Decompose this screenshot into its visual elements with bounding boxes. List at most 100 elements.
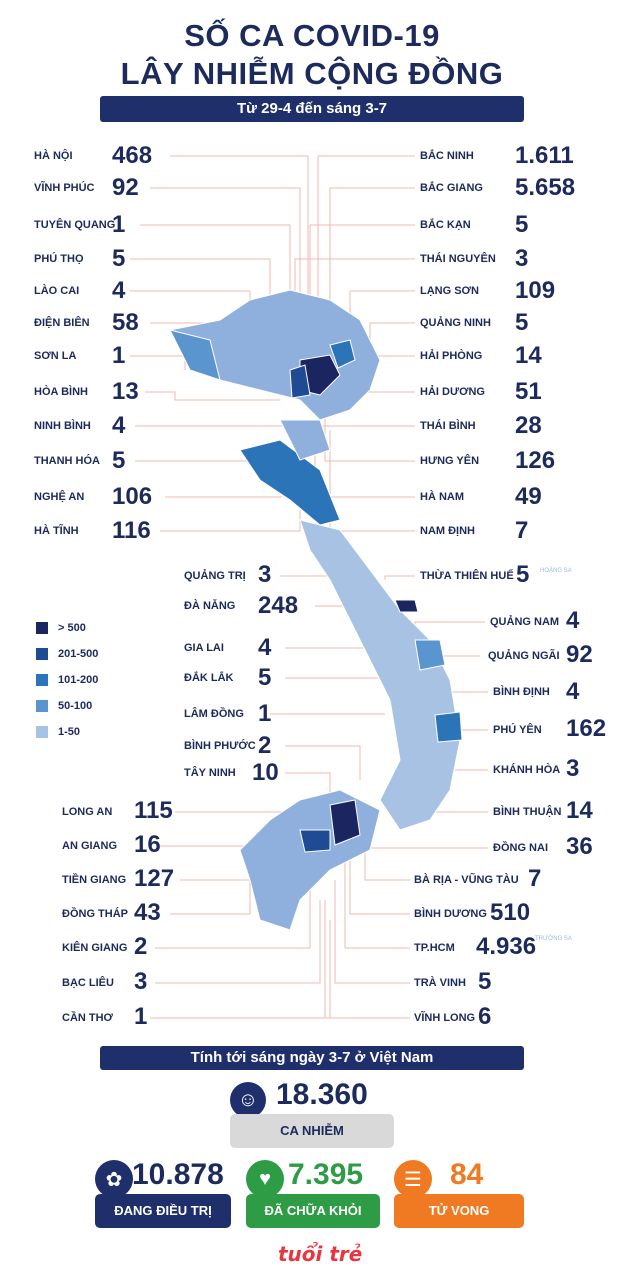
province-count: 43: [134, 899, 161, 926]
province-count: 1: [112, 211, 126, 238]
page-title-line2: LÂY NHIỄM CỘNG ĐỒNG: [120, 56, 504, 91]
province-count: 248: [258, 592, 299, 619]
total-cases-label: CA NHIỄM: [230, 1114, 394, 1148]
province-name: BÌNH ĐỊNH: [493, 686, 550, 698]
province-name: CẦN THƠ: [62, 1012, 113, 1024]
province-name: BÌNH PHƯỚC: [184, 740, 256, 752]
province-count: 5: [112, 447, 126, 474]
province-count: 510: [490, 899, 531, 926]
province-name: THANH HÓA: [34, 455, 100, 467]
province-name: LONG AN: [62, 806, 113, 818]
province-count: 109: [515, 277, 556, 304]
province-count: 92: [112, 174, 139, 201]
page-title-line1: SỐ CA COVID-19: [184, 18, 440, 53]
province-name: HẢI DƯƠNG: [420, 386, 485, 398]
province-name: LẠNG SƠN: [420, 285, 479, 297]
legend-swatch: [36, 648, 48, 660]
province-name: ĐẮK LẮK: [184, 672, 234, 684]
province-count: 4: [566, 607, 580, 634]
legend-swatch: [36, 700, 48, 712]
map-shapes: [169, 289, 463, 931]
province-count: 1: [134, 1003, 148, 1030]
province-name: THỪA THIÊN HUẾ: [420, 570, 514, 582]
province-name: QUẢNG NAM: [490, 616, 560, 628]
heart-icon: ♥: [246, 1160, 284, 1198]
province-name: QUẢNG NINH: [420, 317, 491, 329]
province-count: 4.936: [476, 933, 537, 960]
legend-label: 201-500: [58, 648, 99, 660]
province-name: ĐIỆN BIÊN: [34, 317, 90, 329]
province-count: 4: [112, 277, 126, 304]
province-name: ĐỒNG THÁP: [62, 908, 128, 920]
province-count: 106: [112, 483, 153, 510]
province-name: BẮC KẠN: [420, 219, 471, 231]
province-count: 1: [258, 700, 272, 727]
province-name: HÀ TĨNH: [34, 525, 79, 537]
legend-label: 50-100: [58, 700, 93, 712]
province-count: 92: [566, 641, 593, 668]
province-count: 127: [134, 865, 175, 892]
province-name: HÀ NAM: [420, 491, 464, 503]
province-name: THÁI NGUYÊN: [420, 253, 496, 265]
province-count: 4: [112, 412, 126, 439]
bed-icon: ☰: [394, 1160, 432, 1198]
province-name: BẮC NINH: [420, 150, 474, 162]
province-count: 7: [515, 517, 529, 544]
province-count: 162: [566, 715, 607, 742]
province-name: LÂM ĐỒNG: [184, 708, 244, 720]
vietnam-map: HOÀNG SA TRƯỜNG SA: [130, 155, 572, 1019]
province-count: 5.658: [515, 174, 576, 201]
province-name: TUYÊN QUANG: [34, 219, 116, 231]
province-count: 1: [112, 342, 126, 369]
province-count: 116: [112, 517, 151, 544]
province-name: KHÁNH HÒA: [493, 764, 561, 776]
province-count: 49: [515, 483, 542, 510]
legend-swatch: [36, 674, 48, 686]
date-range-banner: Từ 29-4 đến sáng 3-7: [100, 96, 524, 122]
province-name: TIỀN GIANG: [62, 874, 127, 886]
province-count: 51: [515, 378, 542, 405]
total-cases-value: 18.360: [276, 1078, 368, 1111]
truong-sa-label: TRƯỜNG SA: [535, 935, 572, 942]
province-name: BẠC LIÊU: [62, 977, 114, 989]
virus-icon: ✿: [95, 1160, 133, 1198]
province-count: 3: [515, 245, 529, 272]
province-name: THÁI BÌNH: [420, 420, 476, 432]
province-count: 4: [566, 678, 580, 705]
province-name: KIÊN GIANG: [62, 942, 128, 954]
province-count: 126: [515, 447, 556, 474]
recovered-value: 7.395: [288, 1158, 364, 1191]
province-name: PHÚ YÊN: [493, 724, 542, 736]
province-name: HƯNG YÊN: [420, 455, 480, 467]
province-count: 36: [566, 833, 593, 860]
province-count: 5: [516, 561, 530, 588]
province-count: 14: [566, 797, 593, 824]
province-count: 5: [258, 664, 272, 691]
province-name: TÂY NINH: [184, 767, 236, 779]
province-name: AN GIANG: [62, 840, 117, 852]
province-count: 6: [478, 1003, 492, 1030]
province-count: 5: [515, 211, 529, 238]
province-count: 13: [112, 378, 139, 405]
province-name: HÀ NỘI: [34, 150, 73, 162]
province-name: QUẢNG NGÃI: [488, 650, 560, 662]
province-name: HÒA BÌNH: [34, 386, 88, 398]
province-count: 16: [134, 831, 161, 858]
treating-value: 10.878: [132, 1158, 224, 1191]
province-name: QUẢNG TRỊ: [184, 570, 246, 582]
province-name: TRÀ VINH: [414, 977, 466, 989]
province-name: PHÚ THỌ: [34, 253, 84, 265]
legend-label: > 500: [58, 622, 86, 634]
province-name: ĐÀ NẴNG: [184, 600, 236, 612]
deaths-label: TỬ VONG: [394, 1194, 524, 1228]
province-count: 3: [258, 561, 272, 588]
province-name: BÀ RỊA - VŨNG TÀU: [414, 874, 519, 886]
province-count: 115: [134, 797, 173, 824]
province-name: NGHỆ AN: [34, 491, 85, 503]
treating-label: ĐANG ĐIỀU TRỊ: [95, 1194, 231, 1228]
province-name: BÌNH THUẬN: [493, 806, 562, 818]
legend-label: 1-50: [58, 726, 81, 738]
province-count: 28: [515, 412, 542, 439]
deaths-value: 84: [450, 1158, 484, 1191]
legend-swatch: [36, 726, 48, 738]
